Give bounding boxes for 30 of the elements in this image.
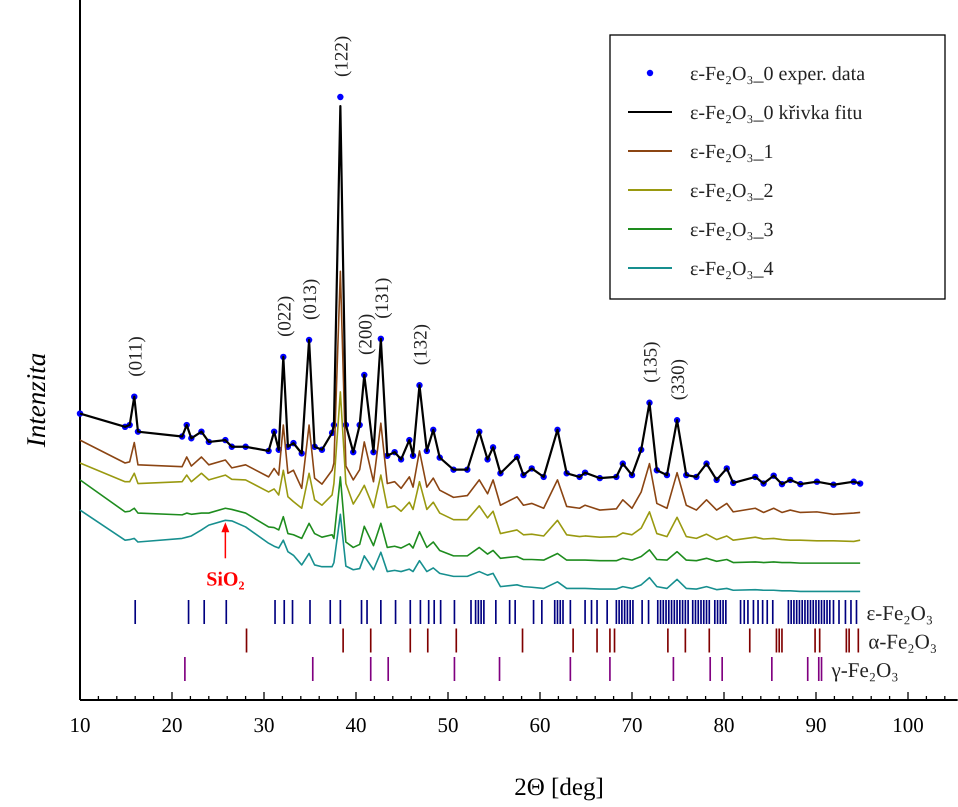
x-tick-label: 90 [806, 713, 826, 737]
annotation: (013) [300, 278, 322, 320]
x-tick-label: 80 [714, 713, 734, 737]
legend-label: ε-Fe₂O₃_0 křivka fitu [690, 102, 862, 124]
annotation: (132) [410, 324, 432, 366]
legend-label: ε-Fe₂O₃_0 exper. data [690, 63, 866, 85]
series-label: ε-Fe₂O₃ [866, 601, 934, 625]
annotation: (330) [668, 359, 690, 400]
series-label: α-Fe₂O₃ [868, 630, 938, 654]
annotation: (022) [274, 296, 296, 337]
x-tick-label: 30 [254, 713, 274, 737]
legend-label: ε-Fe₂O₃_3 [690, 219, 774, 241]
x-tick-label: 60 [530, 713, 550, 737]
annotation: (135) [640, 342, 662, 383]
annotation: SiO₂ [206, 568, 244, 590]
x-tick-label: 20 [162, 713, 182, 737]
legend-label: ε-Fe₂O₃_1 [690, 141, 774, 163]
x-tick-label: 70 [622, 713, 642, 737]
x-tick-label: 50 [438, 713, 458, 737]
annotation: (011) [125, 336, 146, 377]
series-label: γ-Fe₂O₃ [830, 658, 899, 682]
x-tick-label: 10 [70, 713, 90, 737]
legend-label: ε-Fe₂O₃_2 [690, 180, 774, 202]
y-axis-title: Intenzita [21, 352, 51, 448]
x-tick-label: 40 [346, 713, 366, 737]
annotation: (122) [331, 36, 352, 77]
x-tick-label: 100 [892, 713, 924, 737]
legend-label: ε-Fe₂O₃_4 [690, 258, 774, 280]
annotation: (200) [355, 314, 376, 355]
x-axis-title: 2Θ [deg] [514, 774, 604, 801]
